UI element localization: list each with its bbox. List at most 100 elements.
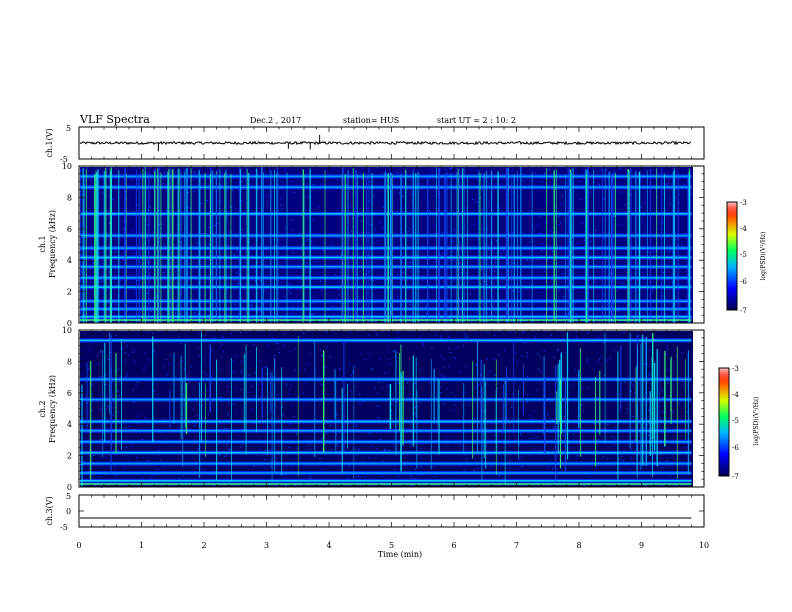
spectrogram-noise [288, 393, 290, 395]
spectrogram-noise [394, 469, 396, 471]
spectrogram-noise [657, 467, 659, 468]
spectrogram-noise [475, 387, 477, 389]
spectrogram-noise [391, 403, 393, 405]
spectrogram-noise [188, 372, 190, 374]
spectrogram-noise [151, 332, 153, 334]
spectrogram-noise [83, 460, 85, 462]
spectrogram-noise [572, 433, 575, 435]
spectrogram-noise [654, 251, 656, 253]
spectrogram-noise [652, 288, 654, 290]
spectrogram-noise [284, 227, 286, 229]
spectrogram-noise [536, 353, 538, 355]
spectrogram-noise [445, 169, 447, 171]
spectrogram-noise [418, 183, 420, 185]
spectrogram-noise [312, 183, 314, 185]
spectrogram-noise [80, 168, 82, 170]
spectrogram-noise [323, 242, 325, 244]
spectrogram-noise [218, 346, 220, 348]
spectrogram-noise [352, 371, 354, 373]
spectrogram-noise [613, 437, 615, 439]
spectrogram-noise [203, 359, 205, 361]
spectrogram-noise [521, 355, 523, 357]
spectrogram-noise [285, 485, 287, 487]
spectrogram-noise [91, 410, 93, 412]
spectrogram-noise [451, 167, 453, 169]
spectrogram-noise [625, 413, 627, 415]
spectrogram-noise [349, 206, 351, 208]
spectrogram-noise [131, 230, 133, 232]
spectrogram-noise [198, 333, 200, 334]
spectrogram-noise [640, 343, 643, 345]
spectrogram-noise [80, 424, 82, 426]
spectrogram-noise [128, 425, 130, 427]
spectrogram-noise [322, 250, 324, 252]
spectrogram-noise [240, 389, 242, 390]
spectrogram-noise [618, 458, 620, 460]
spectrogram-noise [194, 425, 196, 427]
spectrogram-noise [214, 225, 216, 227]
y-tick-label: 0 [67, 483, 72, 492]
spectrogram-noise [112, 394, 114, 396]
spectrogram-noise [619, 168, 621, 170]
spectrogram-noise [329, 356, 332, 358]
spectrogram-noise [474, 202, 476, 204]
spectrogram-noise [113, 407, 115, 409]
spectrogram-noise [576, 423, 578, 425]
spectrogram-noise [331, 243, 333, 245]
spectrogram-noise [411, 478, 413, 479]
spectrogram-noise [409, 450, 411, 452]
spectrogram-noise [227, 414, 229, 416]
spectrogram-noise [478, 383, 480, 385]
spectrogram-noise [231, 207, 233, 209]
spectrogram-noise [336, 444, 338, 446]
spectrogram-noise [414, 194, 416, 196]
spectrogram-noise [136, 314, 138, 315]
spectrogram-noise [99, 281, 101, 283]
spectrogram-noise [107, 405, 109, 407]
spectrogram-noise [465, 365, 468, 367]
spectrogram-noise [290, 405, 292, 407]
spectrogram-noise [266, 345, 269, 347]
spectrogram-noise [539, 356, 541, 358]
spectrogram-noise [593, 423, 595, 425]
spectrogram-noise [476, 201, 478, 203]
spectrogram-noise [607, 232, 609, 234]
spectrogram-noise [453, 280, 455, 282]
spectrogram-noise [351, 282, 353, 284]
spectrogram-noise [377, 240, 379, 242]
spectrogram-noise [558, 290, 560, 292]
spectrogram-noise [119, 280, 121, 281]
spectrogram-noise [156, 468, 158, 470]
spectrogram-noise [402, 445, 404, 446]
spectrogram-noise [367, 271, 369, 273]
spectrogram-noise [132, 389, 134, 390]
spectrogram-noise [222, 350, 224, 352]
spectrogram-noise [248, 374, 251, 376]
spectrogram-noise [541, 181, 543, 183]
spectrogram-noise [455, 485, 457, 487]
spectrogram-noise [228, 403, 230, 405]
x-tick-label: 6 [451, 541, 456, 550]
y-tick-label: 10 [62, 162, 72, 171]
spectrogram-noise [557, 215, 560, 217]
spectrogram-noise [475, 364, 477, 365]
ch1-cb-tick-2: -5 [740, 251, 747, 259]
spectrogram-noise [105, 456, 107, 458]
ch2-spectrogram-image [80, 331, 692, 488]
ch1-ytick-bottom: -5 [60, 155, 68, 164]
spectrogram-noise [642, 222, 644, 224]
spectrogram-noise [532, 434, 534, 436]
spectrogram-noise [263, 425, 265, 427]
spectrogram-noise [613, 349, 615, 351]
spectrogram-noise [386, 386, 388, 388]
spectrogram-noise [623, 270, 625, 272]
spectrogram-noise [149, 206, 151, 208]
spectrogram-noise [672, 411, 674, 413]
spectrogram-noise [497, 387, 499, 389]
spectrogram-noise [229, 448, 231, 450]
spectrogram-noise [99, 407, 102, 409]
spectrogram-noise [234, 303, 236, 305]
spectrogram-noise [493, 290, 495, 292]
spectrogram-noise [283, 262, 286, 264]
spectrogram-noise [227, 391, 229, 393]
